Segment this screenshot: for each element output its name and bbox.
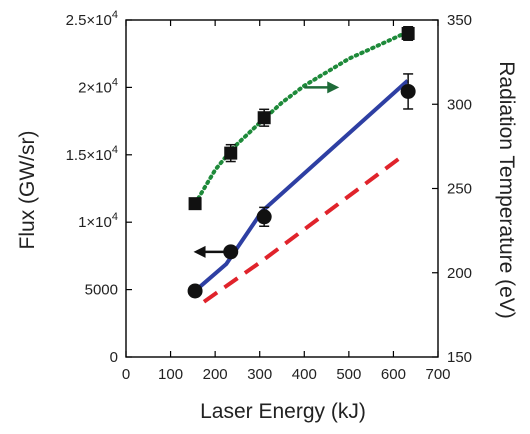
data-point-circle <box>187 283 203 299</box>
axes-layer: 0 100 200 300 400 500 600 700 0 5000 1×104 1.5×104 2… <box>66 9 472 383</box>
x-tick-label: 200 <box>203 366 228 383</box>
series-line-dashed <box>202 154 404 304</box>
x-tick-label: 600 <box>381 366 406 383</box>
y-tick-label: 2.5×104 <box>66 9 118 29</box>
x-tick-label: 700 <box>425 366 450 383</box>
y-tick-label: 1×104 <box>78 211 118 231</box>
x-tick-label: 100 <box>158 366 183 383</box>
y2-tick-label: 200 <box>447 265 472 282</box>
y2-tick-label: 250 <box>447 181 472 198</box>
data-point-circle <box>256 209 272 225</box>
y2-tick-label: 350 <box>447 12 472 29</box>
y2-axis-title: Radiation Temperature (eV) <box>495 61 518 319</box>
data-point-square <box>257 111 271 125</box>
series-layer <box>187 25 416 304</box>
series-line-solid <box>193 79 410 293</box>
y-tick-label: 0 <box>110 349 118 366</box>
x-tick-label: 500 <box>336 366 361 383</box>
x-tick-label: 300 <box>247 366 272 383</box>
y-tick-label: 2×104 <box>78 76 118 96</box>
data-point-square <box>401 26 415 40</box>
data-point-square <box>188 197 202 211</box>
x-tick-label: 0 <box>122 366 130 383</box>
y2-tick-label: 150 <box>447 349 472 366</box>
arrow-head <box>193 245 206 258</box>
arrow-head <box>327 81 340 94</box>
y-tick-label: 1.5×104 <box>66 144 118 164</box>
y-axis-title: Flux (GW/sr) <box>16 131 39 250</box>
x-axis-title: Laser Energy (kJ) <box>200 400 366 423</box>
annotation-layer <box>193 81 340 258</box>
y2-tick-label: 300 <box>447 96 472 113</box>
data-point-square <box>224 146 238 160</box>
x-tick-label: 400 <box>292 366 317 383</box>
data-point-circle <box>400 83 416 99</box>
y-tick-label: 5000 <box>85 282 118 299</box>
plot-frame <box>125 19 439 358</box>
data-point-circle <box>223 244 239 260</box>
